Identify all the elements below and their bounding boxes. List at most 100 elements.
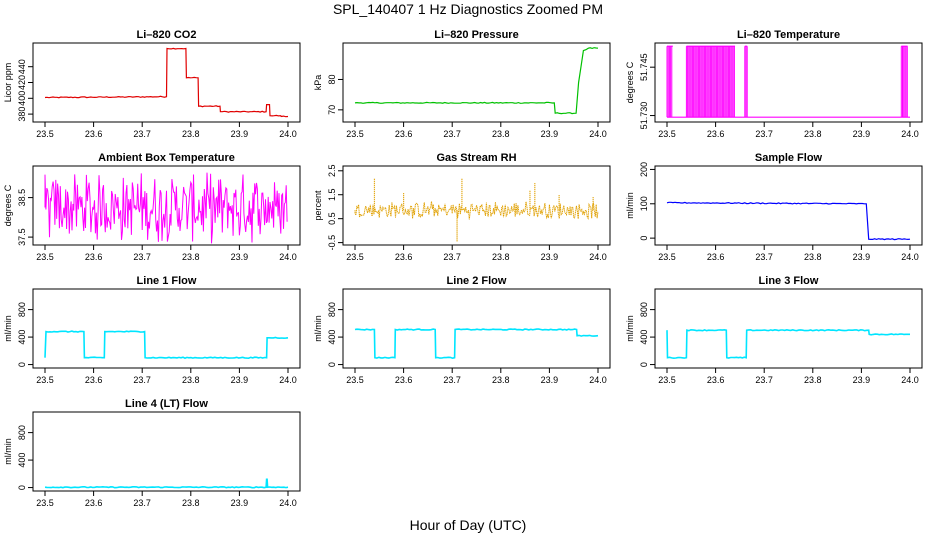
x-tick-label: 24.0 [279,498,297,508]
x-tick-label: 24.0 [901,252,919,262]
y-axis-label: ml/min [3,315,13,342]
x-tick-label: 23.6 [395,252,413,262]
panel-gas-rh: Gas Stream RH percent 23.5 23.6 23.7 23.8 23.9… [313,152,611,262]
y-tick-label: -0.5 [327,235,337,251]
y-axis-label: ml/min [625,315,635,342]
x-tick-label: 23.6 [707,252,725,262]
series-line [354,328,599,360]
series-line [44,330,289,360]
series-pressure [354,47,599,115]
series-line2-flow [354,328,599,360]
x-tick-label: 23.8 [804,252,822,262]
y-axis-label: percent [313,190,323,221]
x-tick-label: 23.6 [707,375,725,385]
y-tick-label: 380 [17,107,27,122]
x-tick-label: 23.5 [36,129,54,139]
plot-frame [342,42,611,123]
x-tick-label: 24.0 [279,375,297,385]
y-axis-label: degrees C [625,61,635,103]
y-tick-label: 2.5 [327,165,337,178]
y-tick-label: 0.5 [327,212,337,225]
y-tick-label: 0 [327,362,337,367]
x-tick-label: 23.8 [492,375,510,385]
panel-title: Ambient Box Temperature [98,152,235,164]
y-tick-label: 38.5 [17,189,27,207]
x-tick-label: 23.8 [492,252,510,262]
x-tick-label: 24.0 [589,252,607,262]
y-axis-label: kPa [313,75,323,91]
y-tick-label: 0 [639,236,649,241]
plot-frame [654,165,923,246]
x-tick-label: 23.7 [133,129,151,139]
panel-pressure: Li–820 Pressure kPa 23.5 23.6 23.7 23.8 23.9 24… [313,29,611,139]
x-tick-label: 23.5 [658,252,676,262]
series-line [354,201,599,221]
plot-frame [654,42,923,123]
x-tick-label: 23.7 [755,375,773,385]
plot-frame [32,411,301,492]
y-tick-label: 440 [17,59,27,74]
panel-line2-flow: Line 2 Flow ml/min 23.5 23.6 23.7 23.8 23.9 24.… [313,275,611,385]
panel-title: Li–820 CO2 [137,29,197,41]
panel-title: Gas Stream RH [436,152,516,164]
x-tick-label: 23.6 [85,129,103,139]
series-line [44,47,289,118]
y-axis-label: ml/min [3,438,13,465]
x-tick-label: 23.8 [492,129,510,139]
y-axis-label: Licor ppm [3,63,13,103]
x-tick-label: 23.9 [231,498,249,508]
panel-ambient-temp: Ambient Box Temperature degrees C 23.5 23.6… [3,152,301,262]
y-tick-label: 400 [17,453,27,468]
y-tick-label: 1.5 [327,188,337,201]
x-tick-label: 24.0 [589,375,607,385]
x-tick-label: 23.5 [658,129,676,139]
x-tick-label: 23.7 [755,252,773,262]
y-tick-label: 37.5 [17,228,27,246]
y-tick-label: 200 [639,162,649,177]
x-tick-label: 23.5 [36,252,54,262]
y-axis-label: degrees C [3,184,13,226]
panel-sample-flow: Sample Flow ml/min 23.5 23.6 23.7 23.8 23.9 24.… [625,152,923,262]
x-tick-label: 23.5 [36,498,54,508]
x-tick-label: 23.8 [182,498,200,508]
panel-title: Li–820 Pressure [434,29,518,41]
series-line [44,478,289,489]
plot-frame [342,288,611,369]
plot-frame [32,165,301,246]
panel-title: Sample Flow [755,152,823,164]
x-tick-label: 23.6 [707,129,725,139]
x-tick-label: 23.7 [133,375,151,385]
plot-frame [32,288,301,369]
x-tick-label: 23.5 [346,375,364,385]
x-tick-label: 24.0 [279,252,297,262]
series-line1-flow [44,330,289,360]
x-tick-label: 23.8 [804,129,822,139]
x-tick-label: 23.5 [658,375,676,385]
y-tick-label: 800 [639,302,649,317]
series-ambient-temp [44,172,288,244]
series-gas-rh [354,177,599,242]
panel-title: Line 4 (LT) Flow [125,398,208,410]
panel-licor-temp: Li–820 Temperature degrees C 23.5 23.6 23.7 2… [625,29,923,139]
y-tick-label: 800 [327,302,337,317]
series-sample-flow [666,201,911,241]
series-line [666,201,911,241]
x-tick-label: 23.8 [182,375,200,385]
series-line [666,328,910,360]
x-tick-label: 23.6 [85,498,103,508]
x-tick-label: 23.9 [853,252,871,262]
x-tick-label: 23.5 [36,375,54,385]
panel-title: Line 3 Flow [759,275,819,287]
x-tick-label: 23.7 [755,129,773,139]
x-tick-label: 23.7 [443,129,461,139]
x-tick-label: 23.7 [133,252,151,262]
series-licor-temp [666,45,910,118]
x-tick-label: 23.8 [182,252,200,262]
x-tick-label: 24.0 [589,129,607,139]
y-tick-label: 51.730 [639,102,649,130]
y-tick-label: 80 [327,74,337,84]
y-tick-label: 0 [639,362,649,367]
x-tick-label: 24.0 [901,375,919,385]
x-tick-label: 23.7 [443,252,461,262]
